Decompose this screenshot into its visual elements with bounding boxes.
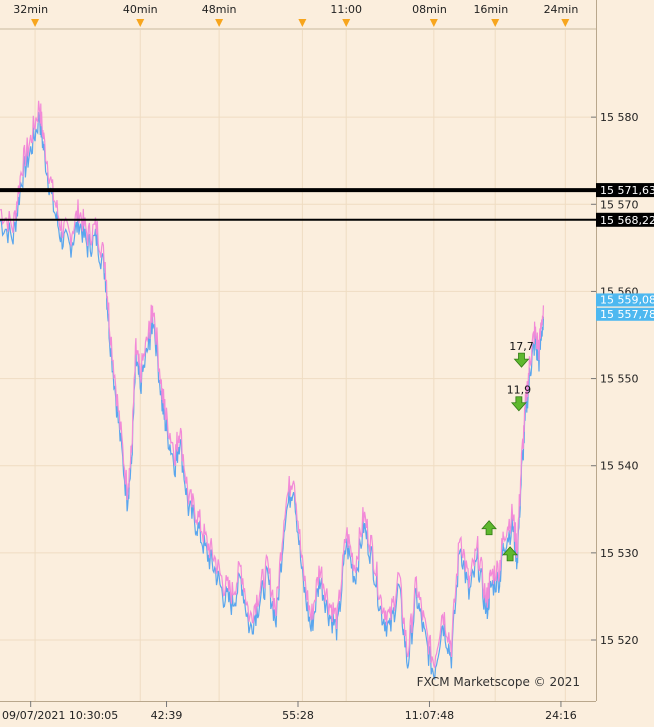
top-axis-band bbox=[0, 0, 596, 29]
x-tick-label: 55:28 bbox=[282, 709, 314, 722]
price-lines bbox=[0, 100, 544, 681]
bid-price-line bbox=[0, 100, 544, 669]
current-price-label: 15 557,78 bbox=[600, 308, 654, 321]
top-axis: 32min 40min 48min 11:00 08min 16min 24min bbox=[0, 0, 596, 30]
sell-arrow-icon bbox=[510, 396, 527, 412]
time-marker-triangle bbox=[215, 19, 224, 27]
buy-arrow-icon bbox=[481, 520, 497, 536]
current-price-label: 15 559,08 bbox=[600, 293, 654, 306]
x-tick-label: 24:16 bbox=[545, 709, 577, 722]
y-tick-label: 15 580 bbox=[600, 111, 639, 124]
y-tick-label: 15 520 bbox=[600, 634, 639, 647]
top-axis-label: 48min bbox=[202, 3, 237, 16]
top-axis-label: 40min bbox=[123, 3, 158, 16]
y-axis-band bbox=[596, 0, 654, 727]
current-price-tag bbox=[596, 293, 654, 307]
trade-marker-label: 11,9 bbox=[507, 384, 532, 397]
level-price-label: 15 568,22 bbox=[600, 214, 654, 227]
buy-arrow-icon bbox=[502, 546, 518, 562]
x-tick-label: 42:39 bbox=[151, 709, 183, 722]
horizontal-levels bbox=[0, 188, 596, 221]
level-price-tag bbox=[596, 212, 654, 227]
time-marker-triangle bbox=[342, 19, 351, 27]
top-axis-label: 08min bbox=[412, 3, 447, 16]
ask-price-line bbox=[0, 112, 544, 681]
time-marker-triangle bbox=[491, 19, 500, 27]
x-tick-label: 09/07/2021 10:30:05 bbox=[2, 709, 118, 722]
y-tick-label: 15 550 bbox=[600, 373, 639, 386]
level-price-label: 15 571,63 bbox=[600, 184, 654, 197]
time-marker-triangle bbox=[136, 19, 145, 27]
time-marker-triangle bbox=[561, 19, 570, 27]
x-tick-label: 11:07:48 bbox=[405, 709, 454, 722]
top-axis-label: 16min bbox=[473, 3, 508, 16]
current-price-tag bbox=[596, 307, 654, 321]
watermark: FXCM Marketscope © 2021 bbox=[417, 675, 580, 689]
level-price-tag bbox=[596, 183, 654, 198]
y-tick-label: 15 530 bbox=[600, 547, 639, 560]
y-tick-label: 15 540 bbox=[600, 460, 639, 473]
y-tick-label: 15 570 bbox=[600, 198, 639, 211]
time-marker-triangle bbox=[429, 19, 438, 27]
bottom-axis: 09/07/2021 10:30:05 42:39 55:28 11:07:48 24:… bbox=[2, 701, 577, 722]
top-axis-label: 24min bbox=[544, 3, 579, 16]
top-axis-label: 11:00 bbox=[330, 3, 362, 16]
time-marker-triangle bbox=[31, 19, 40, 27]
trade-marker-label: 17,7 bbox=[509, 340, 534, 353]
top-axis-label: 32min bbox=[13, 3, 48, 16]
time-marker-triangle bbox=[298, 19, 307, 27]
sell-arrow-icon bbox=[513, 352, 530, 368]
trade-markers: 17,7 11,9 bbox=[481, 340, 534, 562]
